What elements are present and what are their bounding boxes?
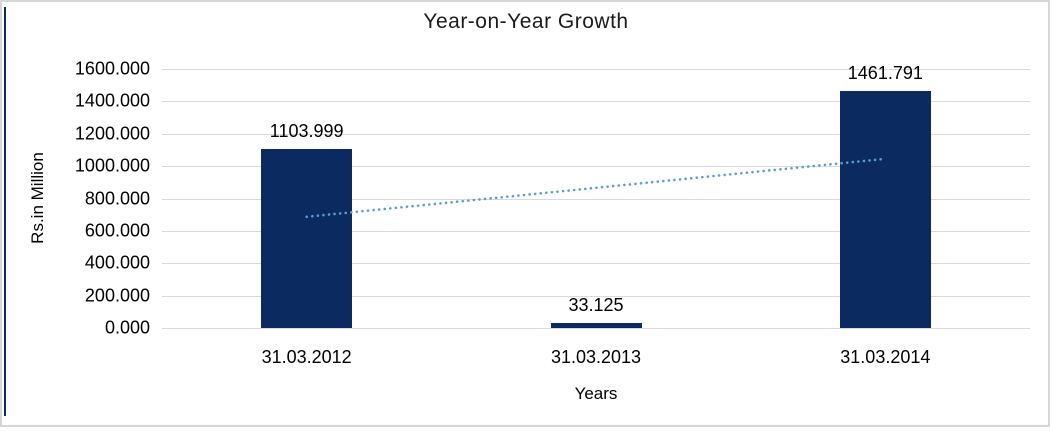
y-axis-tick-label: 400.000 (84, 252, 150, 273)
y-axis-tick-label: 1600.000 (74, 58, 150, 79)
x-axis-category-label: 31.03.2014 (840, 347, 931, 367)
y-axis-tick-label: 1400.000 (74, 90, 150, 111)
y-gridline (162, 295, 1030, 297)
x-axis-title: Years (574, 384, 618, 403)
bar-31.03.2013 (550, 322, 642, 328)
bar-value-label: 1103.999 (269, 121, 344, 142)
y-gridline (162, 133, 1030, 135)
y-gridline (162, 69, 1030, 70)
x-axis-category-label: 31.03.2013 (550, 347, 642, 367)
y-gridline (162, 101, 1030, 103)
y-gridline (162, 230, 1030, 232)
y-axis-tick-label: 800.000 (84, 188, 150, 208)
bar-31.03.2012 (261, 149, 353, 328)
left-border-accent (4, 7, 6, 416)
y-gridline (162, 263, 1030, 265)
bar-value-label: 33.125 (568, 294, 624, 315)
y-gridline (162, 328, 1030, 329)
y-axis-tick-label: 1200.000 (74, 123, 150, 144)
y-axis-tick-label: 1000.000 (74, 155, 150, 176)
plot-area: 0.000 200.000 400.000 600.000 800.000 1000.00… (75, 59, 1030, 367)
y-axis-title: Rs.in Million (28, 152, 47, 244)
y-axis-tick-label: 200.000 (84, 285, 150, 306)
y-axis-tick-label: 0.000 (104, 317, 150, 338)
x-axis-category-label: 31.03.2012 (261, 347, 352, 367)
y-axis-tick-label: 600.000 (84, 220, 150, 241)
chart-title: Year-on-Year Growth (423, 10, 629, 33)
bar-value-label: 1461.791 (847, 63, 923, 84)
bar-31.03.2014 (839, 91, 931, 328)
